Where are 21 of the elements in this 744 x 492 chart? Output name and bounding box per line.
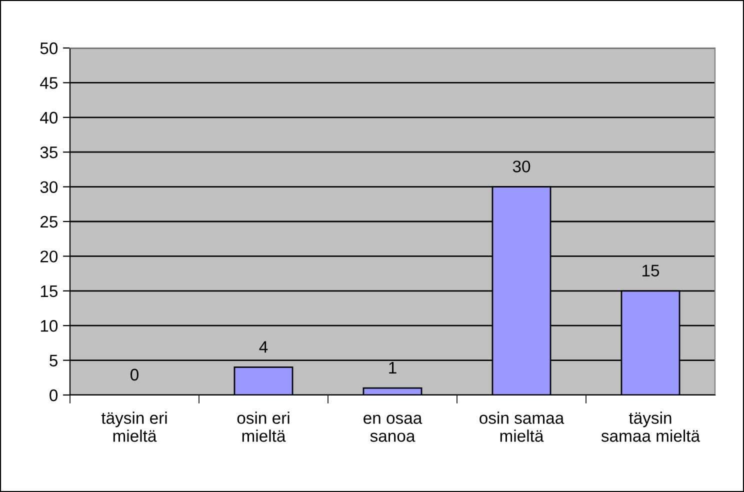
y-tick-label: 15: [40, 285, 58, 298]
y-tick-label: 30: [40, 181, 58, 194]
y-tick-label: 45: [40, 77, 58, 89]
y-tick-label: 20: [40, 250, 58, 262]
data-label: 15: [642, 264, 660, 276]
data-label: 30: [512, 160, 530, 172]
data-label: 1: [389, 362, 396, 374]
data-label: 4: [259, 341, 268, 353]
x-tick-label: osin samaa mieltä: [480, 412, 564, 442]
x-tick-label: en osaa sanoa: [364, 414, 422, 442]
x-tick-label: täysin samaa mieltä: [601, 412, 700, 442]
data-label: 0: [130, 368, 138, 381]
x-tick-label: osin eri mieltä: [237, 412, 290, 442]
y-tick-label: 50: [40, 42, 58, 54]
y-tick-label: 35: [40, 146, 58, 158]
y-tick-label: 25: [40, 216, 58, 228]
y-tick-label: 10: [40, 320, 58, 332]
y-tick-label: 0: [50, 389, 58, 402]
y-tick-label: 40: [40, 112, 58, 124]
y-tick-label: 5: [50, 354, 58, 367]
x-tick-label: täysin eri mieltä: [101, 412, 167, 442]
